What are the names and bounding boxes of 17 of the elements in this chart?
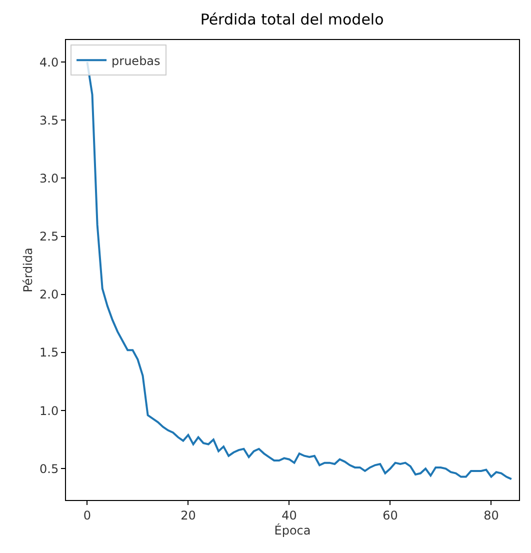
y-tick-label: 0.5 [40, 462, 59, 476]
y-tick-label: 2.0 [40, 288, 59, 302]
x-tick-label: 60 [382, 508, 398, 522]
y-tick-label: 4.0 [40, 55, 59, 70]
y-tick-label: 1.5 [40, 346, 59, 360]
y-axis-title: Pérdida [20, 248, 35, 292]
y-tick-label: 1.0 [40, 404, 59, 418]
chart-title: Pérdida total del modelo [200, 10, 384, 28]
x-tick-label: 0 [83, 508, 92, 522]
y-tick-label: 2.5 [40, 230, 59, 244]
legend-label: pruebas [112, 54, 160, 68]
y-tick-label: 3.0 [40, 171, 59, 186]
x-tick-label: 80 [484, 508, 499, 522]
y-tick-label: 3.5 [40, 113, 59, 128]
x-tick-label: 40 [282, 508, 297, 522]
x-tick-label: 20 [180, 508, 196, 522]
x-axis-title: Época [274, 522, 311, 538]
